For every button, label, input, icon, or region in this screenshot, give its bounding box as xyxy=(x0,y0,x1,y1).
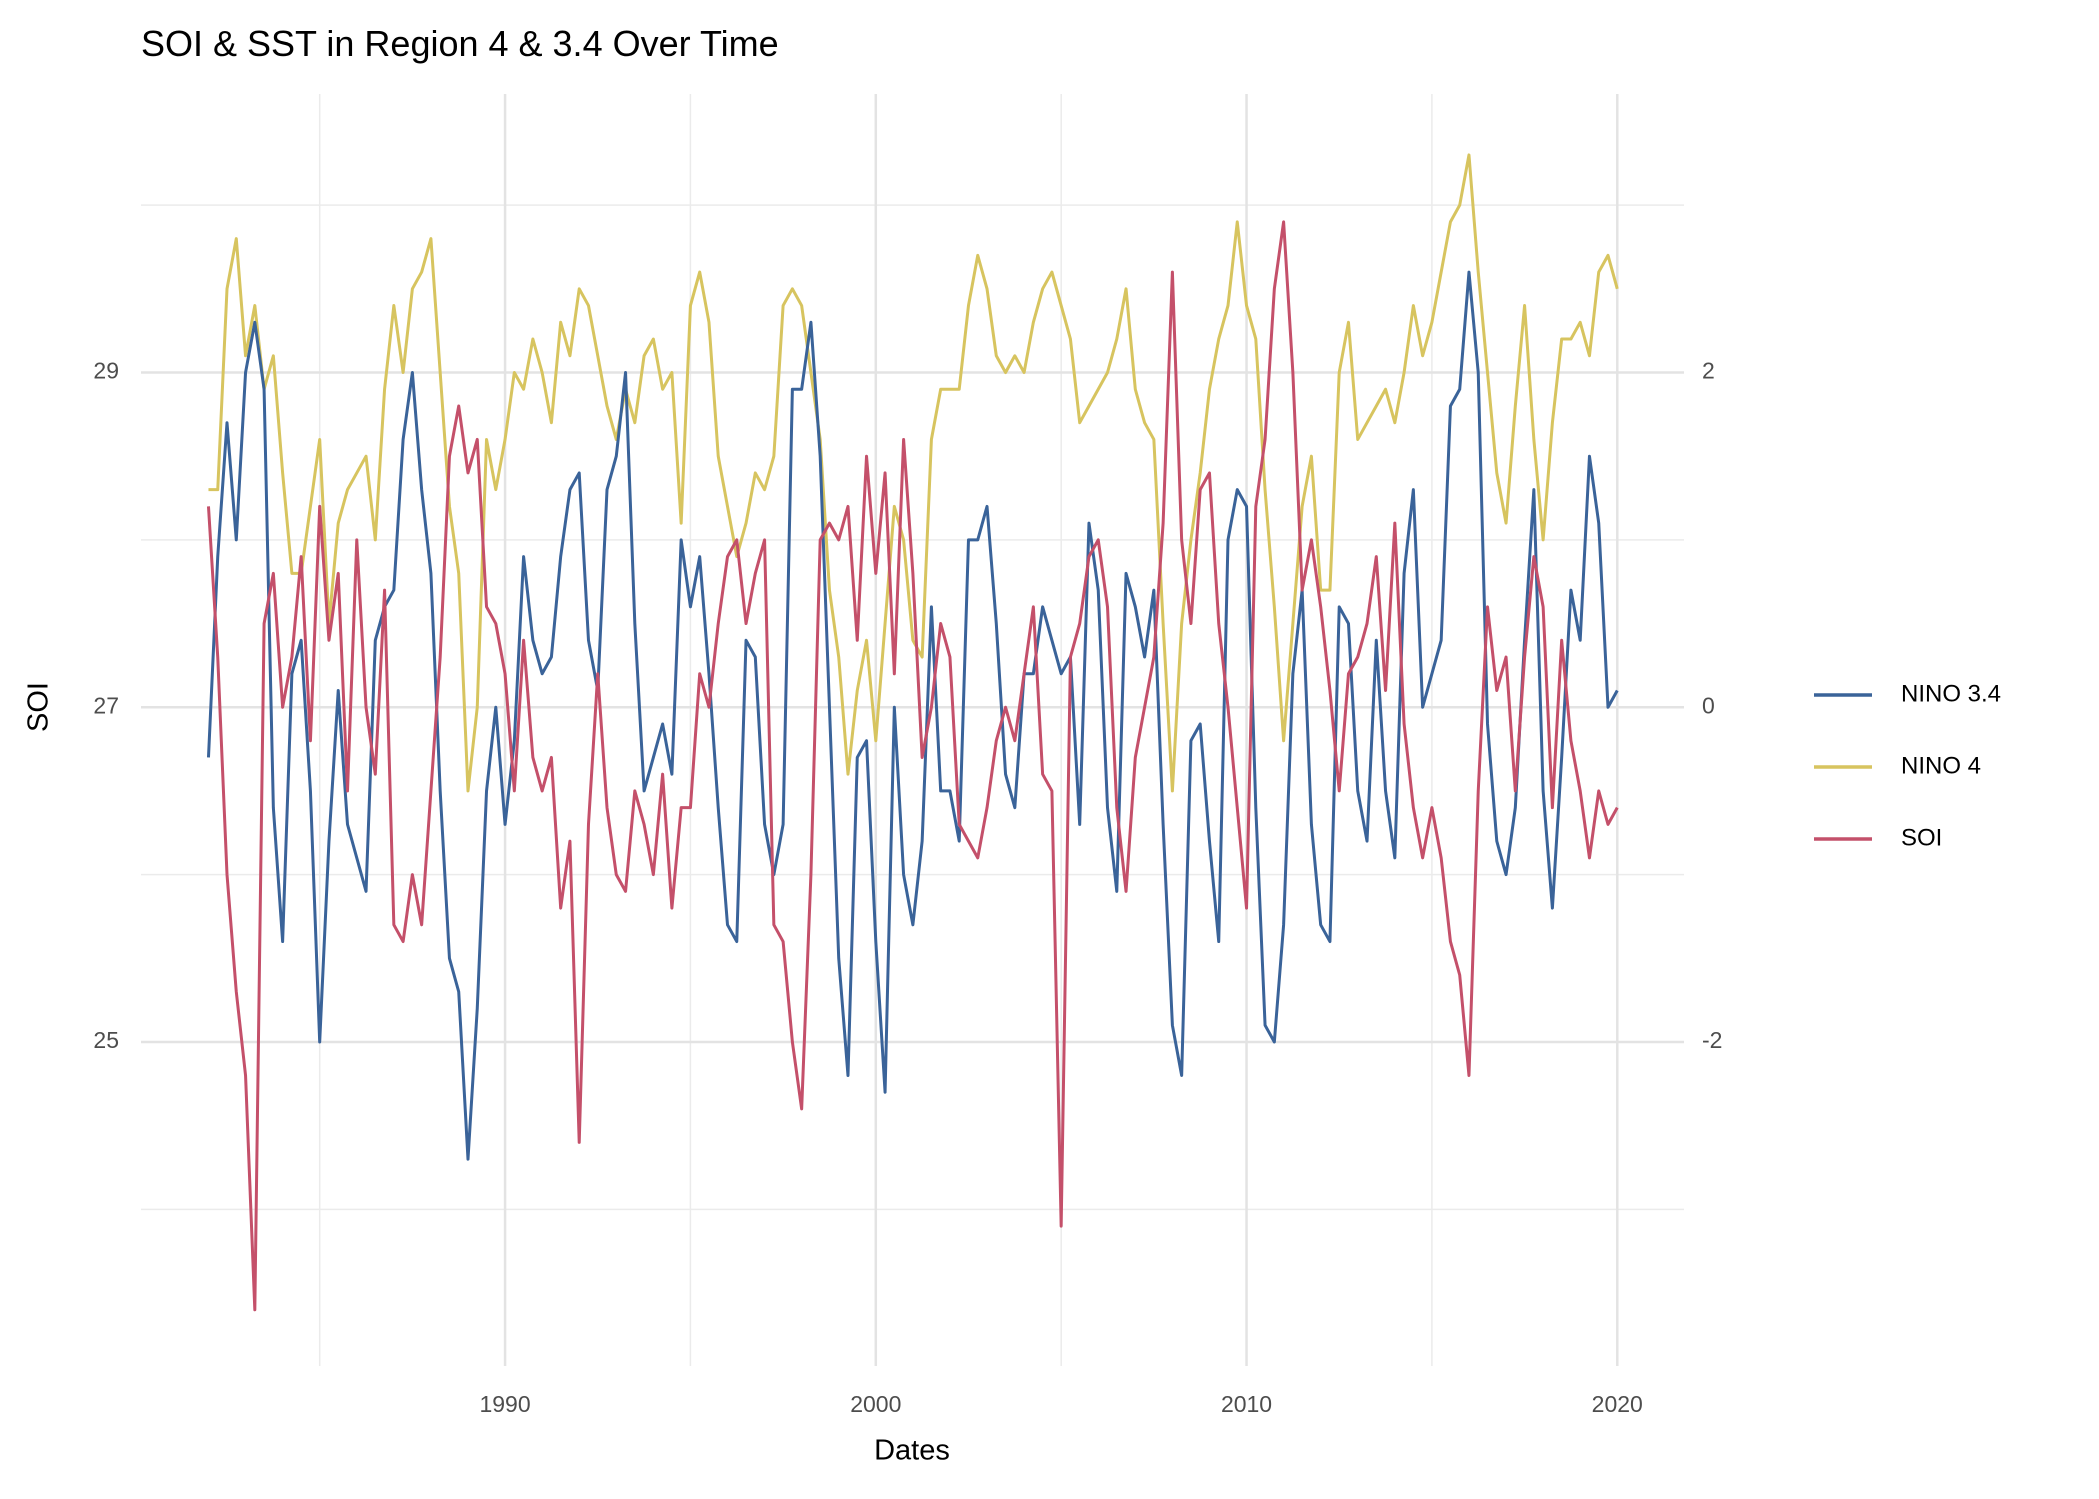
y-tick-label: 27 xyxy=(93,692,119,718)
series-line xyxy=(208,153,1619,793)
y2-tick-label: 2 xyxy=(1702,358,1715,384)
x-axis-title: Dates xyxy=(874,1435,950,1467)
series-line xyxy=(206,270,1619,1161)
x-tick-label: 2020 xyxy=(1592,1391,1643,1417)
y-axis-title: SOI xyxy=(23,682,55,732)
series-line xyxy=(206,220,1619,1312)
y-tick-label: 29 xyxy=(93,358,119,384)
y2-tick-label: -2 xyxy=(1702,1027,1722,1053)
y2-tick-label: 0 xyxy=(1702,692,1715,718)
legend-text: NINO 3.4 xyxy=(1901,680,2001,707)
x-tick-label: 2010 xyxy=(1221,1391,1272,1417)
x-tick-label: 1990 xyxy=(479,1391,530,1417)
chart-title: SOI & SST in Region 4 & 3.4 Over Time xyxy=(141,23,779,64)
x-tick-label: 2000 xyxy=(850,1391,901,1417)
y-tick-label: 25 xyxy=(93,1027,119,1053)
legend-text: SOI xyxy=(1901,824,1942,851)
legend-text: NINO 4 xyxy=(1901,752,1981,779)
